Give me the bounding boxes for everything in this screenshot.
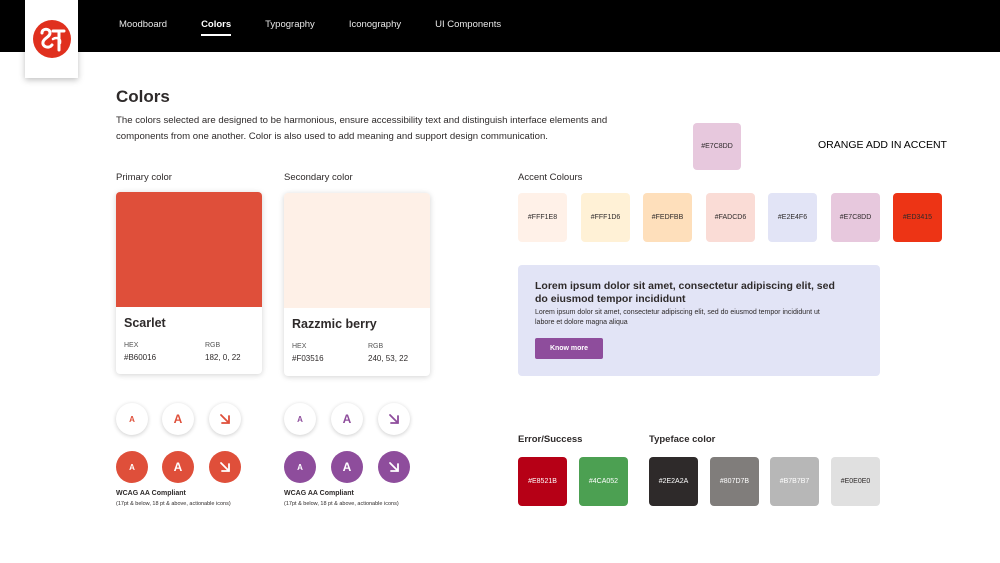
primary-outline-arrow	[209, 403, 241, 435]
typeface-swatch: #807D7B	[710, 457, 759, 506]
secondary-rgb-value: 240, 53, 22	[368, 354, 409, 363]
page-title: Colors	[116, 87, 170, 106]
nav-item-iconography[interactable]: Iconography	[348, 19, 402, 30]
arrow-down-right-icon	[220, 414, 230, 424]
arrow-down-right-icon	[389, 414, 399, 424]
primary-color-label: Primary color	[116, 172, 172, 183]
secondary-hex-label: HEX	[292, 343, 307, 350]
primary-color-fill	[116, 192, 262, 307]
accent-note: ORANGE ADD IN ACCENT	[818, 139, 947, 151]
primary-outline-large-a: A	[162, 403, 194, 435]
top-nav-bar: Moodboard Colors Typography Iconography …	[0, 0, 1000, 52]
promo-title: Lorem ipsum dolor sit amet, consectetur …	[535, 280, 835, 305]
secondary-rgb-label: RGB	[368, 343, 384, 350]
typeface-swatch: #B7B7B7	[770, 457, 819, 506]
know-more-button[interactable]: Know more	[535, 338, 603, 359]
primary-wcag-subtitle: (17pt & below, 18 pt & above, actionable…	[116, 501, 231, 507]
secondary-solid-arrow	[378, 451, 410, 483]
primary-outline-small-a: A	[116, 403, 148, 435]
primary-solid-small-a: A	[116, 451, 148, 483]
secondary-color-card: Razzmic berry HEX #F03516 RGB 240, 53, 2…	[284, 193, 430, 376]
primary-rgb-label: RGB	[205, 342, 221, 349]
promo-body: Lorem ipsum dolor sit amet, consectetur …	[535, 309, 820, 326]
arrow-down-right-icon	[389, 462, 399, 472]
sample-promo-card: Lorem ipsum dolor sit amet, consectetur …	[518, 265, 880, 376]
primary-rgb-value: 182, 0, 22	[205, 353, 241, 362]
accent-colours-label: Accent Colours	[518, 172, 583, 183]
success-swatch: #4CA052	[579, 457, 628, 506]
accent-swatch: #FFF1E8	[518, 193, 567, 242]
secondary-color-fill	[284, 193, 430, 308]
secondary-solid-large-a: A	[331, 451, 363, 483]
secondary-solid-small-a: A	[284, 451, 316, 483]
accent-swatch: #E2E4F6	[768, 193, 817, 242]
main-nav: Moodboard Colors Typography Iconography …	[119, 0, 535, 52]
secondary-outline-arrow	[378, 403, 410, 435]
secondary-wcag-title: WCAG AA Compliant	[284, 490, 354, 497]
error-swatch: #E8521B	[518, 457, 567, 506]
page-description: The colors selected are designed to be h…	[116, 115, 608, 142]
primary-hex-value: #B60016	[124, 353, 157, 362]
typeface-swatch: #2E2A2A	[649, 457, 698, 506]
accent-swatch: #FEDFBB	[643, 193, 692, 242]
primary-solid-large-a: A	[162, 451, 194, 483]
nav-item-colors[interactable]: Colors	[201, 0, 232, 52]
accent-swatch: #FADCD6	[706, 193, 755, 242]
accent-swatch: #ED3415	[893, 193, 942, 242]
accent-swatch: #E7C8DD	[831, 193, 880, 242]
primary-wcag-title: WCAG AA Compliant	[116, 490, 186, 497]
logo-card[interactable]	[25, 0, 78, 78]
secondary-hex-value: #F03516	[292, 354, 324, 363]
nav-item-moodboard[interactable]: Moodboard	[119, 19, 168, 30]
logo-mark	[32, 20, 71, 58]
accent-swatch: #FFF1D6	[581, 193, 630, 242]
primary-color-name: Scarlet	[124, 316, 166, 330]
secondary-wcag-subtitle: (17pt & below, 18 pt & above, actionable…	[284, 501, 399, 507]
typeface-color-label: Typeface color	[649, 434, 716, 445]
typeface-swatch: #E0E0E0	[831, 457, 880, 506]
nav-item-typography[interactable]: Typography	[265, 19, 315, 30]
primary-color-card: Scarlet HEX #B60016 RGB 182, 0, 22	[116, 192, 262, 374]
secondary-color-name: Razzmic berry	[292, 317, 377, 331]
floating-swatch: #E7C8DD	[693, 123, 741, 170]
nav-item-ui-components[interactable]: UI Components	[435, 19, 502, 30]
secondary-outline-large-a: A	[331, 403, 363, 435]
primary-solid-arrow	[209, 451, 241, 483]
arrow-down-right-icon	[220, 462, 230, 472]
logo-glyph-icon	[40, 27, 65, 52]
primary-hex-label: HEX	[124, 342, 139, 349]
error-success-label: Error/Success	[518, 434, 583, 445]
secondary-color-label: Secondary color	[284, 172, 353, 183]
secondary-outline-small-a: A	[284, 403, 316, 435]
